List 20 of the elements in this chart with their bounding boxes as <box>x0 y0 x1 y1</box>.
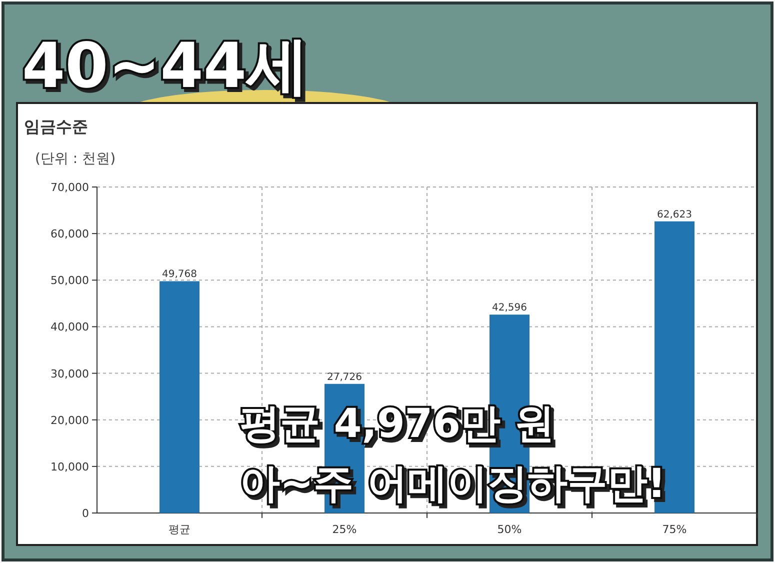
chart-title: 40~44세 <box>22 29 309 102</box>
x-tick-label: 25% <box>332 523 357 536</box>
x-tick-label: 75% <box>662 523 687 536</box>
bar <box>160 281 200 513</box>
y-tick-label: 10,000 <box>50 460 89 474</box>
x-tick-label: 50% <box>497 523 522 536</box>
y-tick-label: 70,000 <box>50 181 89 194</box>
y-tick-label: 40,000 <box>50 320 89 334</box>
y-tick-label: 20,000 <box>50 414 89 427</box>
y-tick-label: 30,000 <box>50 367 89 380</box>
data-label: 27,726 <box>327 372 362 383</box>
chart-subtitle: 임금수준 <box>24 117 88 136</box>
y-axis-title: (단위 : 천원) <box>35 151 116 167</box>
y-tick-label: 50,000 <box>50 274 89 288</box>
x-tick-label: 평균 <box>168 523 190 536</box>
y-tick-label: 0 <box>82 507 89 520</box>
data-label: 49,768 <box>162 269 197 280</box>
data-label: 62,623 <box>657 209 692 220</box>
data-label: 42,596 <box>492 302 527 314</box>
y-tick-label: 60,000 <box>50 228 89 241</box>
